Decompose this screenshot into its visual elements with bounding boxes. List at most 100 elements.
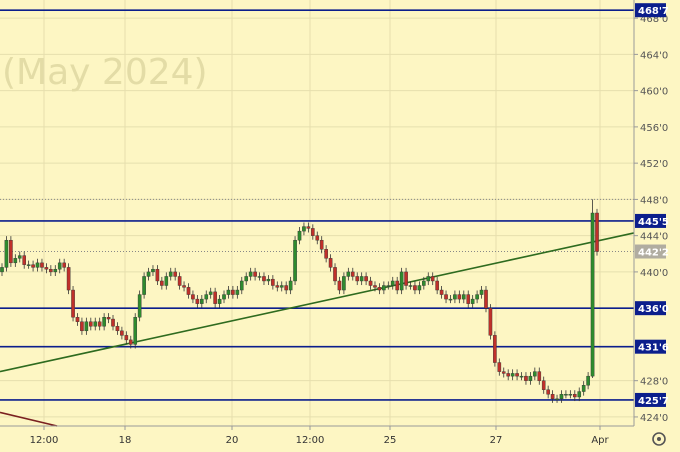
candle-body (413, 285, 417, 291)
last-price-label: 442'2 (638, 248, 669, 259)
candle-body (35, 262, 40, 268)
candle-body (128, 339, 133, 345)
candle-body (564, 394, 568, 396)
candle-body (182, 285, 186, 288)
candle-body (97, 321, 102, 327)
candle-body (550, 394, 555, 400)
candle-body (244, 276, 249, 282)
candle-body (204, 294, 209, 300)
last-price-box (635, 244, 666, 259)
candle-body (399, 271, 404, 291)
candle-body (572, 394, 577, 398)
candle-body (173, 271, 177, 277)
trendline-resistance (0, 411, 58, 427)
candle-body (342, 276, 346, 291)
y-axis-ticks: 424'0 428'0 440'0 444'0 448'0 452'0 456'0 460'0… (634, 14, 668, 424)
candle-body (444, 294, 448, 300)
y-tick-label: 464'0 (640, 50, 668, 61)
candle-body (333, 267, 337, 282)
candle-body (22, 255, 27, 265)
candle-body (386, 285, 391, 287)
candle-body (253, 271, 257, 277)
candle-body (124, 335, 129, 341)
candle-body (93, 321, 98, 327)
candle-body (80, 321, 84, 332)
candle-body (439, 289, 444, 295)
trendlines (0, 232, 635, 427)
candle-body (217, 298, 222, 304)
candle-body (297, 230, 302, 241)
candle-body (177, 276, 182, 286)
candle-body (4, 239, 9, 268)
level-label: 436'0 (638, 304, 669, 315)
candle-body (590, 212, 595, 377)
candle-body (262, 276, 266, 282)
y-tick-label: 456'0 (640, 123, 668, 134)
settings-icon[interactable] (652, 432, 666, 446)
candle-body (133, 317, 138, 345)
candle-body (430, 276, 435, 282)
candle-body (484, 289, 488, 309)
x-tick-label: 25 (384, 435, 397, 446)
level-labels: 468'7 445'5 436'0 431'6 425'7 442'2 (635, 3, 669, 407)
candle-body (568, 394, 573, 396)
candle-body (555, 398, 559, 401)
candle-body (537, 371, 542, 381)
candle-body (559, 394, 564, 400)
candle-body (404, 271, 408, 286)
candle-body (235, 289, 240, 295)
candle-body (111, 318, 115, 327)
candle-body (271, 278, 275, 286)
candle-body (191, 294, 195, 300)
candle-body (395, 280, 399, 291)
candle-body (524, 375, 528, 381)
candle-body (266, 278, 271, 282)
level-label-box (635, 213, 666, 228)
candle-body (13, 258, 18, 264)
candle-body (346, 271, 351, 277)
level-label-box (635, 339, 666, 354)
level-label: 468'7 (638, 6, 669, 17)
candle-body (0, 267, 4, 273)
candle-body (293, 239, 297, 282)
candle-body (595, 212, 599, 252)
candle-body (319, 239, 324, 250)
candles (0, 199, 599, 403)
plot-background (0, 0, 634, 426)
candle-body (186, 287, 191, 295)
candle-body (142, 276, 146, 295)
candle-body (328, 258, 333, 268)
x-axis-ticks: 12:00 18 20 12:00 25 27 Apr (30, 426, 610, 446)
candle-body (31, 264, 35, 268)
candle-body (239, 280, 244, 291)
candle-body (231, 289, 235, 295)
horizontal-levels (0, 9, 634, 401)
candle-body (435, 280, 439, 291)
candle-body (457, 294, 462, 300)
candle-body (493, 335, 497, 363)
candle-body (62, 262, 66, 268)
candle-body (248, 271, 253, 277)
candle-body (66, 267, 71, 291)
candle-body (151, 268, 155, 273)
candle-body (368, 280, 373, 286)
candle-body (75, 317, 80, 322)
candle-body (160, 280, 164, 286)
watermark-text: (May 2024) (2, 52, 208, 93)
trendline-support (0, 232, 635, 373)
candle-body (426, 276, 431, 282)
candle-body (448, 298, 453, 301)
y-tick-label: 440'0 (640, 268, 668, 279)
candle-body (279, 285, 284, 288)
candle-body (137, 294, 142, 318)
candle-body (364, 276, 368, 282)
candle-body (208, 291, 213, 295)
candle-body (337, 280, 342, 291)
candle-body (422, 280, 426, 286)
candle-body (382, 285, 386, 291)
candle-body (546, 389, 550, 395)
level-label-box (635, 301, 666, 316)
candle-body (377, 287, 382, 291)
candle-body (581, 385, 586, 392)
